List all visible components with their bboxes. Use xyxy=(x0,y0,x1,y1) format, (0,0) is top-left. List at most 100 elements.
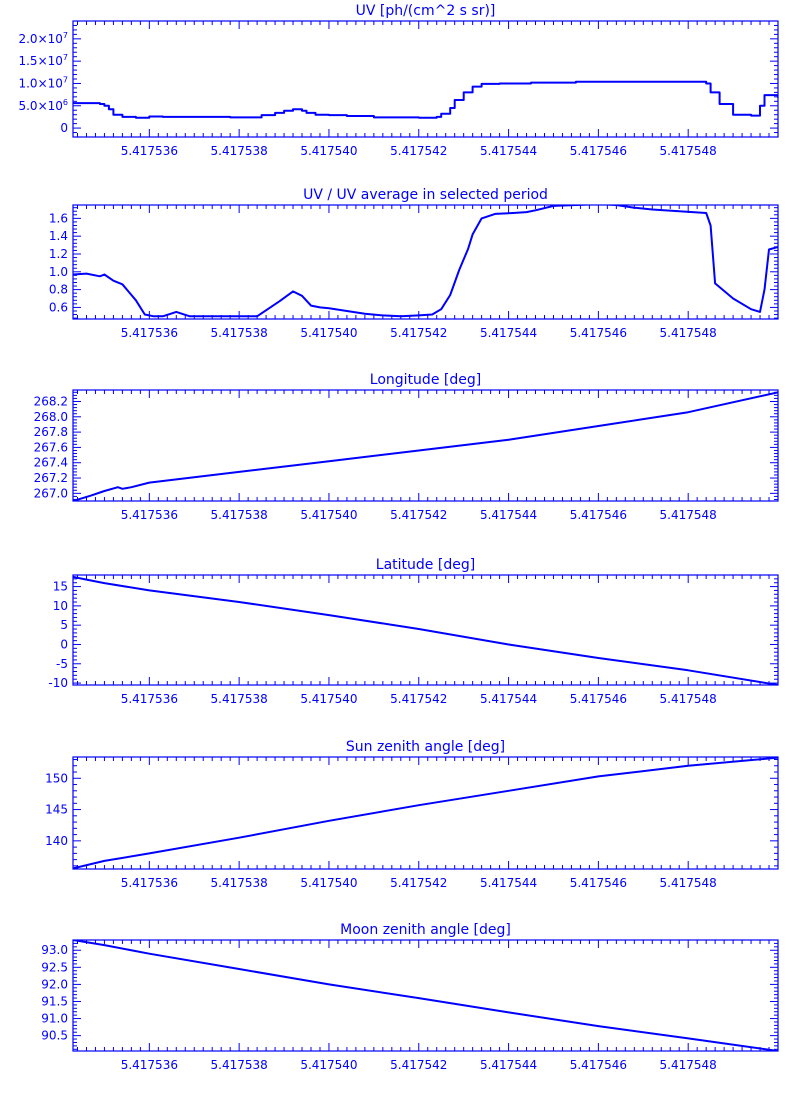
y-tick-label: 1.2 xyxy=(49,247,68,261)
series-line xyxy=(73,205,778,318)
y-tick-label: 0.6 xyxy=(49,300,68,314)
x-tick-label: 5.417540 xyxy=(300,508,357,522)
x-tick-label: 5.417542 xyxy=(390,144,447,158)
x-tick-label: 5.417536 xyxy=(121,508,178,522)
x-tick-label: 5.417538 xyxy=(211,1058,268,1072)
y-tick-label: 150 xyxy=(45,771,68,785)
y-tick-label: 93.0 xyxy=(41,943,68,957)
x-tick-label: 5.417540 xyxy=(300,326,357,340)
y-tick-label: 0 xyxy=(60,121,68,135)
y-tick-label: -10 xyxy=(48,676,68,690)
y-tick-label: 267.2 xyxy=(34,471,68,485)
x-tick-label: 5.417538 xyxy=(211,326,268,340)
chart-panel-5: Sun zenith angle [deg] 5.417536 5.417538 5.… xyxy=(45,739,779,890)
x-tick-label: 5.417544 xyxy=(480,326,537,340)
x-tick-label: 5.417544 xyxy=(480,508,537,522)
y-tick-label: 92.5 xyxy=(41,960,68,974)
series-line xyxy=(73,391,778,501)
x-tick-label: 5.417544 xyxy=(480,692,537,706)
x-tick-label: 5.417546 xyxy=(570,876,627,890)
chart-title: Latitude [deg] xyxy=(376,557,475,573)
y-tick-label: 268.0 xyxy=(34,410,68,424)
y-tick-label: 268.2 xyxy=(34,394,68,408)
x-tick-label: 5.417546 xyxy=(570,1058,627,1072)
y-tick-label: 92.0 xyxy=(41,977,68,991)
plot-frame xyxy=(72,20,779,138)
y-tick-label: 145 xyxy=(45,803,68,817)
y-tick-label: 90.5 xyxy=(41,1029,68,1043)
x-tick-label: 5.417538 xyxy=(211,692,268,706)
chart-title: Sun zenith angle [deg] xyxy=(346,739,505,755)
y-tick-label: 15 xyxy=(53,580,68,594)
x-tick-label: 5.417546 xyxy=(570,692,627,706)
x-tick-label: 5.417536 xyxy=(121,876,178,890)
x-tick-label: 5.417540 xyxy=(300,876,357,890)
x-tick-label: 5.417548 xyxy=(660,508,717,522)
x-tick-label: 5.417546 xyxy=(570,508,627,522)
x-tick-label: 5.417540 xyxy=(300,692,357,706)
x-tick-label: 5.417540 xyxy=(300,144,357,158)
y-tick-label: 5 xyxy=(60,618,68,632)
x-tick-label: 5.417536 xyxy=(121,692,178,706)
x-tick-label: 5.417542 xyxy=(390,692,447,706)
y-tick-label: 0.8 xyxy=(49,283,68,297)
plot-frame xyxy=(72,204,779,320)
series-line xyxy=(73,940,778,1051)
y-tick-label: 0 xyxy=(60,637,68,651)
chart-title: UV / UV average in selected period xyxy=(303,187,548,203)
y-tick-label: 267.4 xyxy=(34,456,68,470)
x-tick-label: 5.417546 xyxy=(570,326,627,340)
y-tick-label: 91.0 xyxy=(41,1012,68,1026)
x-tick-label: 5.417544 xyxy=(480,144,537,158)
x-tick-label: 5.417538 xyxy=(211,876,268,890)
plot-frame xyxy=(72,939,779,1052)
x-tick-label: 5.417536 xyxy=(121,326,178,340)
x-tick-label: 5.417548 xyxy=(660,326,717,340)
y-tick-label: 1.0×107 xyxy=(18,75,68,90)
x-tick-label: 5.417548 xyxy=(660,144,717,158)
plot-frame xyxy=(72,389,779,502)
x-tick-label: 5.417538 xyxy=(211,508,268,522)
x-tick-label: 5.417536 xyxy=(121,144,178,158)
y-tick-label: 267.6 xyxy=(34,440,68,454)
y-tick-label: 1.0 xyxy=(49,265,68,279)
x-tick-label: 5.417542 xyxy=(390,326,447,340)
chart-panel-4: Latitude [deg] 5.417536 5.417538 5.417540 5.… xyxy=(48,557,779,706)
chart-panel-1: UV [ph/(cm^2 s sr)] 5.417536 5.417538 5.417… xyxy=(18,3,779,158)
series-line xyxy=(73,80,778,119)
y-tick-label: 267.0 xyxy=(34,486,68,500)
x-tick-label: 5.417536 xyxy=(121,1058,178,1072)
y-tick-label: 1.6 xyxy=(49,211,68,225)
x-tick-label: 5.417542 xyxy=(390,1058,447,1072)
chart-title: UV [ph/(cm^2 s sr)] xyxy=(356,3,496,19)
x-tick-label: 5.417540 xyxy=(300,1058,357,1072)
x-tick-label: 5.417542 xyxy=(390,876,447,890)
x-tick-label: 5.417548 xyxy=(660,876,717,890)
y-tick-label: 91.5 xyxy=(41,994,68,1008)
series-line xyxy=(73,757,778,869)
chart-panel-2: UV / UV average in selected period 5.4175… xyxy=(49,187,779,340)
plot-frame xyxy=(72,574,779,686)
y-tick-label: 10 xyxy=(53,599,68,613)
x-tick-label: 5.417548 xyxy=(660,1058,717,1072)
x-tick-label: 5.417548 xyxy=(660,692,717,706)
y-tick-label: 1.4 xyxy=(49,229,68,243)
chart-panel-3: Longitude [deg] 5.417536 5.417538 5.417540 5… xyxy=(34,372,779,522)
y-tick-label: -5 xyxy=(56,657,68,671)
x-tick-label: 5.417538 xyxy=(211,144,268,158)
x-tick-label: 5.417546 xyxy=(570,144,627,158)
y-tick-label: 1.5×107 xyxy=(18,53,68,68)
x-tick-label: 5.417542 xyxy=(390,508,447,522)
y-tick-label: 267.8 xyxy=(34,425,68,439)
x-tick-label: 5.417544 xyxy=(480,876,537,890)
y-tick-label: 2.0×107 xyxy=(18,31,68,46)
y-tick-label: 140 xyxy=(45,834,68,848)
x-tick-label: 5.417544 xyxy=(480,1058,537,1072)
series-line xyxy=(73,575,778,685)
plot-frame xyxy=(72,756,779,870)
chart-title: Moon zenith angle [deg] xyxy=(340,922,511,938)
chart-panel-6: Moon zenith angle [deg] 5.417536 5.417538 5… xyxy=(41,922,779,1072)
y-tick-label: 5.0×106 xyxy=(18,98,68,113)
chart-title: Longitude [deg] xyxy=(370,372,481,388)
